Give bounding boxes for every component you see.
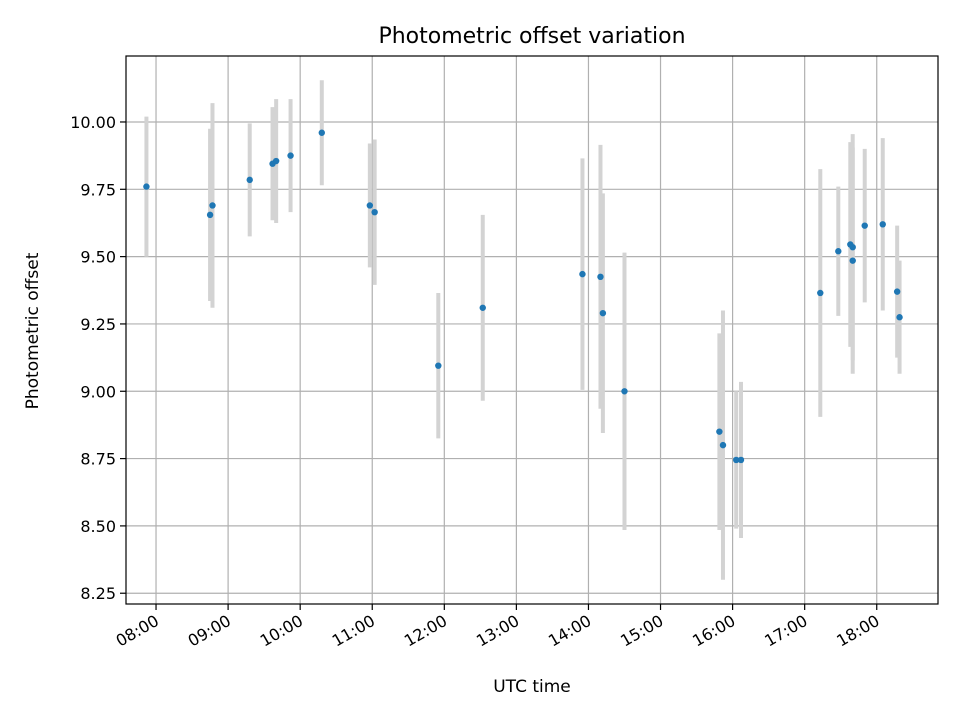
y-tick-label: 10.00 <box>70 113 116 132</box>
data-point <box>246 176 253 184</box>
y-tick-label: 9.50 <box>80 248 116 267</box>
x-tick-label: 14:00 <box>545 611 594 651</box>
data-point <box>893 288 901 295</box>
y-tick-label: 9.25 <box>80 315 116 334</box>
grid-layer <box>126 56 938 604</box>
data-point <box>817 289 824 297</box>
data-point <box>318 129 325 136</box>
x-axis-ticks: 08:00 09:00 10:00 11:00 12:00 13:00 14:00 15:00… <box>113 604 883 651</box>
data-point <box>366 202 374 209</box>
data-point <box>733 456 740 464</box>
data-point <box>371 208 378 216</box>
data-point <box>143 183 150 190</box>
data-point <box>435 362 442 369</box>
data-point <box>597 273 604 281</box>
point-layer <box>143 129 903 464</box>
data-point <box>206 211 214 219</box>
data-point <box>849 243 856 251</box>
x-tick-label: 13:00 <box>473 611 522 651</box>
y-axis-ticks: 8.25 8.50 8.75 9.00 9.25 9.50 9.75 10.00 <box>70 113 126 603</box>
x-axis-label: UTC time <box>493 677 571 697</box>
chart-title: Photometric offset variation <box>378 24 685 49</box>
data-point <box>716 428 723 435</box>
y-axis-label: Photometric offset <box>23 252 43 409</box>
y-tick-label: 9.75 <box>80 180 116 199</box>
data-point <box>621 388 628 395</box>
data-point <box>272 157 280 165</box>
data-point <box>737 456 745 464</box>
data-point <box>835 248 842 255</box>
x-tick-label: 11:00 <box>329 611 378 651</box>
x-tick-label: 08:00 <box>113 611 162 651</box>
y-tick-label: 8.50 <box>80 517 116 536</box>
data-point <box>849 257 856 264</box>
x-tick-label: 12:00 <box>401 611 450 651</box>
plot-frame <box>125 55 939 605</box>
x-tick-label: 09:00 <box>185 611 234 651</box>
data-point <box>287 152 294 159</box>
data-point <box>209 202 216 209</box>
errorbar-layer <box>144 80 902 580</box>
data-point <box>479 304 486 311</box>
data-point <box>861 222 868 229</box>
y-tick-label: 9.00 <box>80 382 116 401</box>
x-tick-label: 17:00 <box>761 611 810 651</box>
data-point <box>579 270 586 278</box>
y-tick-label: 8.75 <box>80 450 116 469</box>
data-point <box>599 309 607 317</box>
y-tick-label: 8.25 <box>80 584 116 603</box>
x-tick-label: 15:00 <box>617 611 666 651</box>
data-point <box>896 314 903 321</box>
data-point <box>719 441 727 449</box>
data-point <box>879 221 886 228</box>
x-tick-label: 16:00 <box>689 611 738 651</box>
x-tick-label: 18:00 <box>833 611 882 651</box>
x-tick-label: 10:00 <box>257 611 306 651</box>
